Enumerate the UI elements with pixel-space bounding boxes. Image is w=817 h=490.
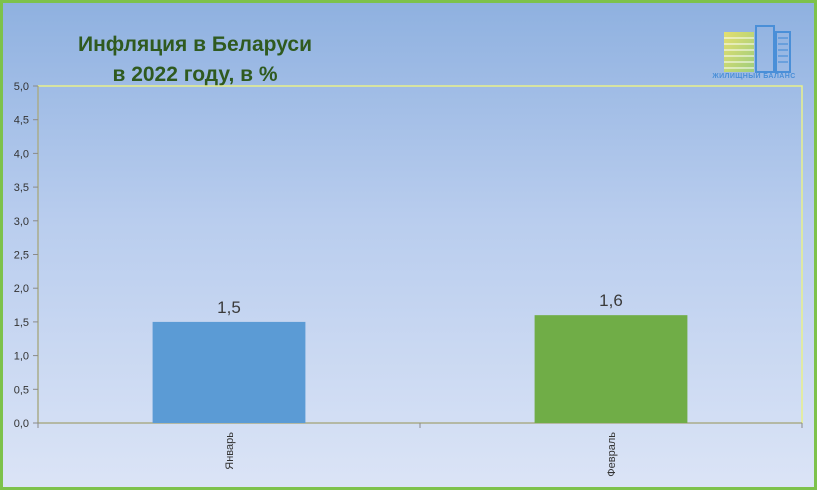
y-tick-label: 2,0 <box>14 283 29 295</box>
y-tick-label: 4,0 <box>14 148 29 160</box>
y-tick-label: 4,5 <box>14 115 29 127</box>
y-axis: 0,0 0,5 1,0 1,5 2,0 2,5 3,0 3,5 4,0 4,5 5,0 <box>14 81 39 430</box>
y-tick-label: 0,0 <box>14 418 29 430</box>
x-axis: Январь Февраль <box>37 422 803 477</box>
y-tick-label: 1,0 <box>14 351 29 363</box>
chart-title-line-2: в 2022 году, в % <box>112 63 278 86</box>
logo-text: ЖИЛИЩНЫЙ БАЛАНС <box>712 73 796 80</box>
y-tick-label: 0,5 <box>14 384 29 396</box>
y-tick-label: 2,5 <box>14 250 29 262</box>
y-tick-label: 3,5 <box>14 182 29 194</box>
bars: 1,5 1,6 <box>152 291 688 423</box>
x-tick-label: Февраль <box>606 432 618 477</box>
building-logo-icon <box>724 25 791 73</box>
bar <box>534 315 688 423</box>
y-tick-label: 3,0 <box>14 216 29 228</box>
chart-title-line-1: Инфляция в Беларуси <box>78 33 312 56</box>
chart-title: Инфляция в Беларуси в 2022 году, в % <box>40 30 350 90</box>
bar <box>152 321 306 423</box>
y-tick-label: 1,5 <box>14 317 29 329</box>
x-tick-label: Январь <box>224 432 236 470</box>
data-label: 1,6 <box>599 291 623 310</box>
y-tick-label: 5,0 <box>14 81 29 93</box>
data-label: 1,5 <box>217 298 241 317</box>
